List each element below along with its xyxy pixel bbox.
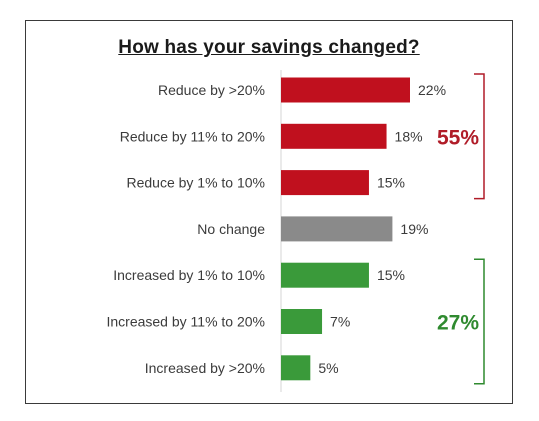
data-label: 7% [330, 314, 350, 330]
bar [281, 309, 323, 334]
bar [281, 170, 369, 196]
chart-title: How has your savings changed? [118, 37, 420, 58]
chart-frame: How has your savings changed? [25, 20, 513, 404]
data-label: 15% [377, 175, 405, 191]
data-label: 5% [318, 360, 338, 376]
category-label: Reduce by 1% to 10% [126, 175, 265, 191]
reduce-group-bracket [474, 73, 485, 200]
bar [281, 123, 387, 149]
bar [281, 216, 393, 242]
increase-group-bracket [474, 258, 485, 385]
category-label: Increased by 1% to 10% [113, 267, 265, 283]
category-label: No change [197, 221, 265, 237]
bar [281, 262, 369, 288]
data-label: 15% [377, 267, 405, 283]
data-label: 18% [395, 128, 423, 144]
category-label: Increased by >20% [145, 360, 265, 376]
increase-total-label: 27% [437, 312, 479, 335]
bar [281, 77, 410, 103]
data-label: 19% [400, 221, 428, 237]
data-label: 22% [418, 82, 446, 98]
bar [281, 355, 311, 381]
category-label: Reduce by 11% to 20% [120, 128, 265, 144]
reduce-total-label: 55% [437, 126, 479, 149]
category-label: Reduce by >20% [158, 82, 265, 98]
category-label: Increased by 11% to 20% [106, 314, 265, 330]
